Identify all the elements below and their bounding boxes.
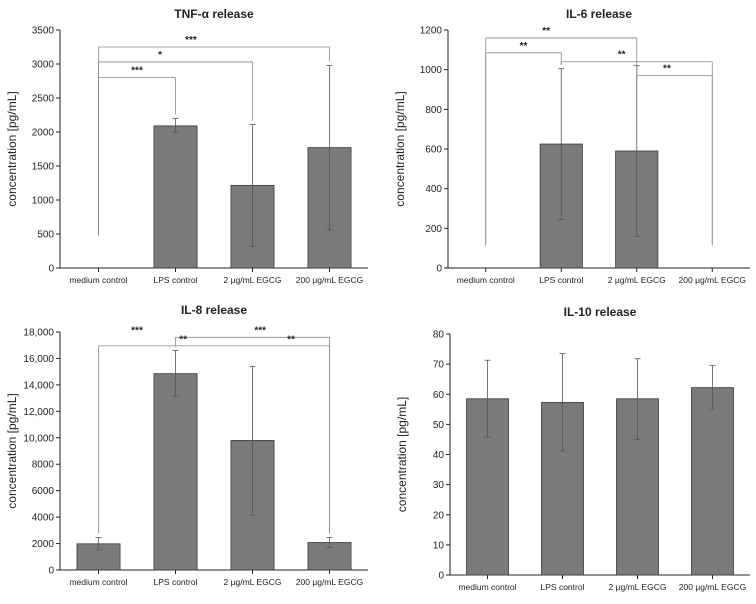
- chart-title: IL-10 release: [564, 305, 637, 319]
- y-tick-label: 60: [433, 390, 445, 401]
- y-tick-label: 30: [433, 480, 445, 491]
- chart-title: IL-8 release: [181, 303, 247, 317]
- y-tick-label: 16,000: [23, 354, 54, 365]
- y-tick-label: 40: [433, 450, 445, 461]
- y-tick-label: 1000: [32, 196, 55, 207]
- x-tick-label: 2 μg/mL EGCG: [224, 275, 282, 285]
- significance-label: **: [520, 41, 528, 52]
- significance-label: **: [542, 26, 550, 37]
- y-tick-label: 80: [433, 330, 445, 341]
- chart-title: IL-6 release: [566, 7, 632, 21]
- y-tick-label: 200: [425, 224, 442, 235]
- chart-il-6: IL-6 release concentration [pg/mL] 0 200 400…: [378, 0, 756, 300]
- x-tick-label: medium control: [69, 577, 127, 587]
- y-tick-label: 2000: [32, 128, 55, 139]
- x-tick-label: LPS control: [154, 577, 198, 587]
- y-tick-label: 10: [433, 540, 445, 551]
- chart-title: TNF-α release: [174, 7, 254, 21]
- y-axis-label: concentration [pg/mL]: [395, 397, 409, 512]
- bar: [153, 373, 198, 571]
- x-tick-label: 200 μg/mL EGCG: [679, 582, 746, 592]
- y-tick-label: 10,000: [23, 433, 54, 444]
- significance-label: ***: [131, 66, 143, 77]
- x-tick-label: medium control: [69, 275, 127, 285]
- y-tick-label: 1500: [32, 162, 55, 173]
- y-tick-label: 18,000: [23, 328, 54, 339]
- y-tick-label: 0: [48, 566, 54, 577]
- y-tick-label: 600: [425, 145, 442, 156]
- bar: [691, 387, 734, 576]
- significance-label: ***: [131, 326, 143, 337]
- significance-label: **: [618, 50, 626, 61]
- chart-svg-tnf-alpha: TNF-α release concentration [pg/mL] 0 500 10…: [5, 7, 368, 285]
- y-tick-label: 8000: [32, 460, 55, 471]
- significance-label: **: [663, 64, 671, 75]
- y-tick-label: 3500: [32, 26, 55, 37]
- significance-label: **: [179, 334, 187, 345]
- y-tick-label: 4000: [32, 513, 55, 524]
- y-tick-label: 3000: [32, 60, 55, 71]
- y-axis-label: concentration [pg/mL]: [393, 91, 407, 206]
- x-tick-label: 2 μg/mL EGCG: [608, 275, 666, 285]
- chart-il-8: IL-8 release concentration [pg/mL] 0 2000 40…: [0, 300, 378, 599]
- y-tick-label: 0: [436, 264, 442, 275]
- y-tick-label: 14,000: [23, 380, 54, 391]
- chart-tnf-alpha: TNF-α release concentration [pg/mL] 0 500 10…: [0, 0, 378, 300]
- y-axis-label: concentration [pg/mL]: [5, 393, 19, 508]
- x-tick-label: 2 μg/mL EGCG: [224, 577, 282, 587]
- y-tick-label: 0: [48, 264, 54, 275]
- significance-label: **: [287, 334, 295, 345]
- significance-label: ***: [185, 35, 197, 46]
- y-tick-label: 12,000: [23, 407, 54, 418]
- chart-il-10: IL-10 release concentration [pg/mL] 0 10 20 3…: [378, 300, 756, 599]
- y-tick-label: 70: [433, 360, 445, 371]
- x-tick-label: LPS control: [154, 275, 198, 285]
- x-tick-label: 200 μg/mL EGCG: [296, 275, 363, 285]
- y-tick-label: 50: [433, 420, 445, 431]
- y-tick-label: 1200: [420, 26, 443, 37]
- x-tick-label: 2 μg/mL EGCG: [609, 582, 667, 592]
- y-tick-label: 400: [425, 184, 442, 195]
- x-tick-label: LPS control: [541, 582, 585, 592]
- y-tick-label: 6000: [32, 486, 55, 497]
- chart-svg-il-8: IL-8 release concentration [pg/mL] 0 2000 40…: [5, 303, 368, 587]
- chart-svg-il-6: IL-6 release concentration [pg/mL] 0 200 400…: [393, 7, 750, 285]
- significance-label: *: [158, 50, 162, 61]
- y-tick-label: 2500: [32, 94, 55, 105]
- chart-svg-il-10: IL-10 release concentration [pg/mL] 0 10 20 3…: [395, 305, 750, 592]
- x-tick-label: 200 μg/mL EGCG: [679, 275, 746, 285]
- y-tick-label: 500: [37, 230, 54, 241]
- x-tick-label: medium control: [457, 275, 515, 285]
- bar: [153, 125, 198, 269]
- y-tick-label: 20: [433, 510, 445, 521]
- x-tick-label: LPS control: [539, 275, 583, 285]
- x-tick-label: 200 μg/mL EGCG: [296, 577, 363, 587]
- y-tick-label: 2000: [32, 539, 55, 550]
- significance-label: ***: [254, 326, 266, 337]
- y-tick-label: 800: [425, 105, 442, 116]
- y-tick-label: 1000: [420, 65, 443, 76]
- y-tick-label: 0: [438, 571, 444, 582]
- y-axis-label: concentration [pg/mL]: [5, 91, 19, 206]
- x-tick-label: medium control: [458, 582, 516, 592]
